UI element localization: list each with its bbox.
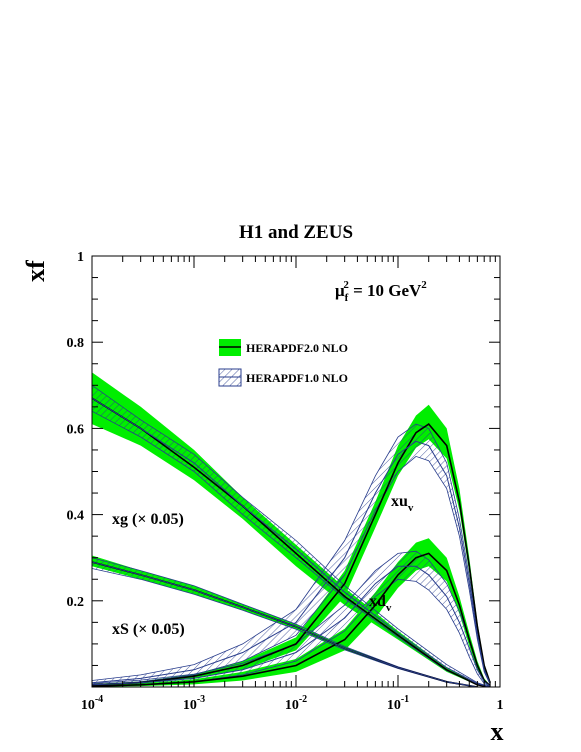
scale-label: μf2 = 10 GeV2 — [335, 279, 427, 304]
ticks-layer: 0.2 0.4 0.6 0.8 1 10-4 10-3 10-2 10-1 1 — [67, 250, 504, 713]
line-xg-herapdf10 — [92, 397, 491, 687]
band-xg-herapdf20 — [92, 372, 491, 687]
line-xuv-herapdf10 — [92, 440, 491, 684]
scale-sup: 2 — [343, 279, 349, 291]
y-tick-label: 1 — [77, 250, 84, 265]
x-axis-label: x — [491, 717, 504, 746]
y-axis-label: xf — [21, 260, 50, 282]
curve-label-xuv: xuv — [391, 493, 414, 514]
x-tick-label: 10-1 — [387, 694, 409, 713]
y-tick-label: 0.6 — [67, 422, 85, 437]
x-tick-label: 10-4 — [81, 694, 103, 713]
line-xg-herapdf20 — [92, 397, 491, 687]
legend-label-herapdf10: HERAPDF1.0 NLO — [246, 371, 348, 385]
curve-label-xg: xg (× 0.05) — [112, 511, 184, 528]
curve-label-xs: xS (× 0.05) — [112, 621, 185, 638]
x-tick-label: 1 — [497, 698, 504, 713]
legend-entry-herapdf10: HERAPDF1.0 NLO — [218, 368, 348, 387]
legend-label-herapdf20: HERAPDF2.0 NLO — [246, 341, 348, 355]
legend-entry-herapdf20: HERAPDF2.0 NLO — [219, 339, 348, 356]
y-tick-label: 0.2 — [67, 595, 85, 610]
scale-sub: f — [345, 292, 349, 304]
scale-unit-sup: 2 — [421, 279, 427, 291]
chart-title: H1 and ZEUS — [239, 222, 353, 243]
line-xdv-herapdf10 — [92, 565, 491, 687]
y-tick-label: 0.8 — [67, 336, 85, 351]
bands-layer — [92, 372, 491, 687]
x-tick-label: 10-2 — [285, 694, 307, 713]
legend: HERAPDF2.0 NLO HERAPDF1.0 NLO — [218, 339, 348, 387]
scale-mid: = 10 GeV — [349, 281, 422, 300]
curve-label-xdv: xdv — [369, 593, 392, 614]
svg-text:μf2 = 10 GeV2: μf2 = 10 GeV2 — [335, 279, 427, 304]
x-tick-label: 10-3 — [183, 694, 205, 713]
line-xS-herapdf10 — [92, 561, 478, 687]
scale-mu: μ — [335, 281, 345, 300]
y-tick-label: 0.4 — [67, 509, 85, 524]
lines-layer — [92, 397, 491, 687]
